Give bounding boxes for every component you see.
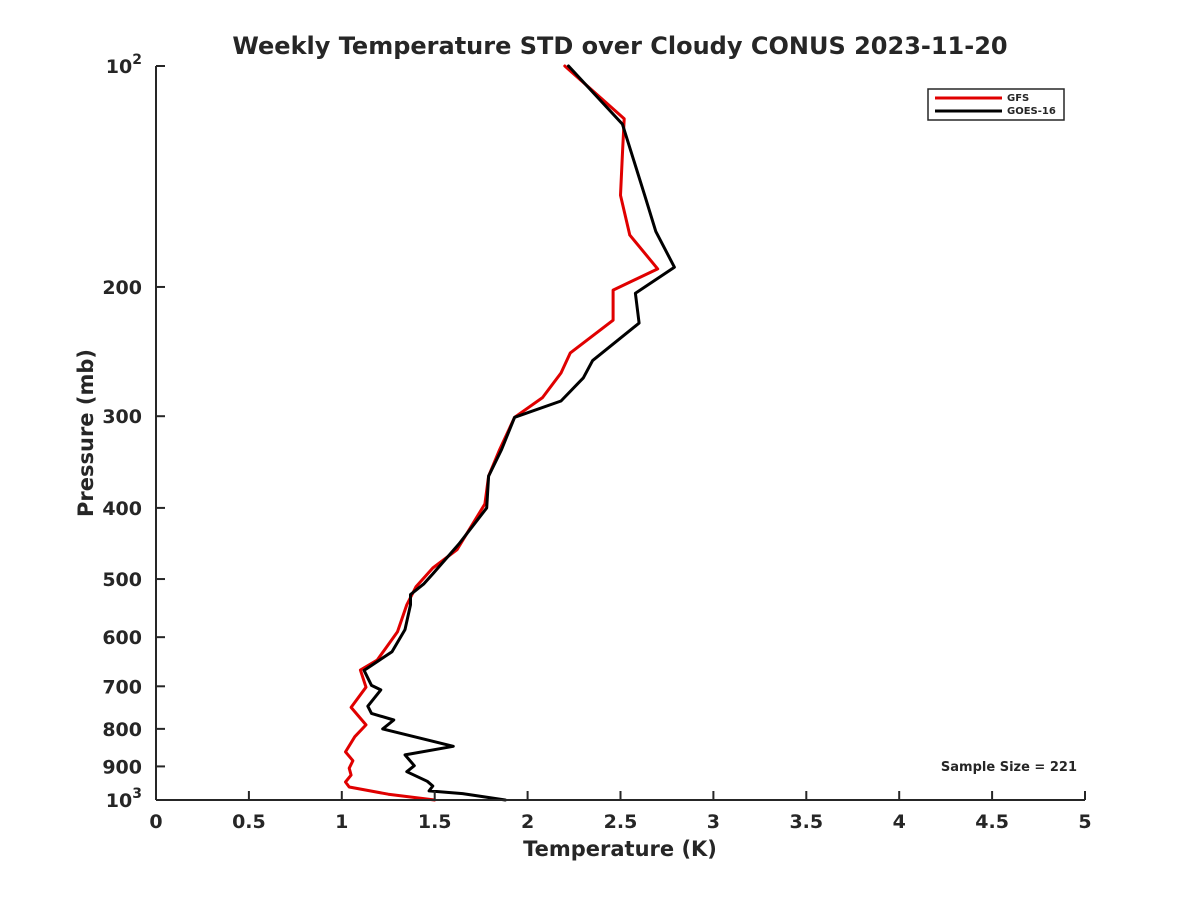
series-layer bbox=[344, 64, 676, 802]
legend: GFS GOES-16 bbox=[927, 88, 1065, 121]
chart-title: Weekly Temperature STD over Cloudy CONUS… bbox=[232, 32, 1007, 60]
x-tick-label: 4 bbox=[893, 811, 906, 833]
y-tick-label: 600 bbox=[102, 627, 142, 649]
x-tick-label: 2 bbox=[521, 811, 534, 833]
x-ticks: 0 0.5 1 1.5 2 2.5 3 3.5 4 4.5 5 bbox=[149, 791, 1092, 833]
x-tick-label: 1 bbox=[335, 811, 348, 833]
x-tick-label: 4.5 bbox=[975, 811, 1009, 833]
y-tick-label: 700 bbox=[102, 676, 142, 698]
x-tick-label: 3.5 bbox=[789, 811, 823, 833]
y-tick-label: 800 bbox=[102, 719, 142, 741]
legend-label-goes16: GOES-16 bbox=[1007, 106, 1056, 117]
x-axis-label: Temperature (K) bbox=[523, 837, 717, 861]
x-tick-label: 5 bbox=[1078, 811, 1091, 833]
x-tick-label: 0 bbox=[149, 811, 162, 833]
y-tick-label: 300 bbox=[102, 406, 142, 428]
y-ticks: 102 200 300 400 500 600 700 800 900 103 bbox=[102, 52, 165, 812]
legend-label-gfs: GFS bbox=[1007, 93, 1029, 104]
y-tick-label: 500 bbox=[102, 569, 142, 591]
x-tick-label: 2.5 bbox=[604, 811, 638, 833]
x-tick-label: 3 bbox=[707, 811, 720, 833]
y-tick-label: 400 bbox=[102, 498, 142, 520]
y-tick-label: 102 bbox=[106, 52, 142, 78]
y-tick-label: 900 bbox=[102, 756, 142, 778]
y-tick-label: 103 bbox=[106, 786, 142, 812]
x-tick-label: 1.5 bbox=[418, 811, 452, 833]
x-tick-label: 0.5 bbox=[232, 811, 266, 833]
series-line-goes16 bbox=[362, 64, 676, 802]
y-axis-label: Pressure (mb) bbox=[74, 349, 98, 517]
sample-size-annotation: Sample Size = 221 bbox=[941, 760, 1077, 775]
plot-area: 0 0.5 1 1.5 2 2.5 3 3.5 4 4.5 5 102 200 300 400 500 600… bbox=[102, 52, 1091, 833]
series-line-gfs bbox=[344, 64, 660, 802]
legend-box bbox=[927, 88, 1065, 121]
y-tick-label: 200 bbox=[102, 277, 142, 299]
